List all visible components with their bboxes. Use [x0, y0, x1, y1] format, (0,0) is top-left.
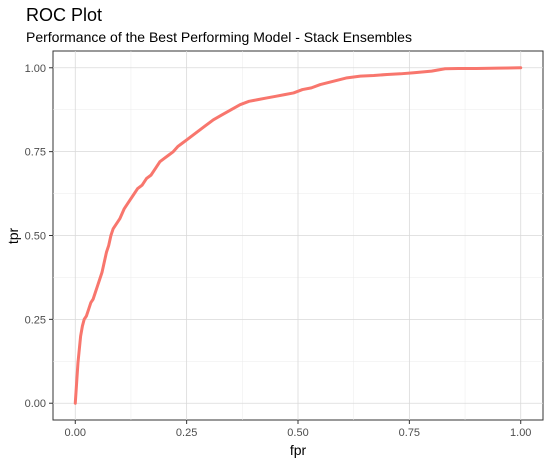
y-axis-title: tpr: [5, 227, 21, 244]
x-tick-label: 0.75: [399, 427, 420, 439]
x-axis-title: fpr: [290, 442, 307, 458]
x-tick-label: 1.00: [510, 427, 531, 439]
x-tick-label: 0.25: [176, 427, 197, 439]
grid-major: [53, 51, 543, 420]
y-tick-label: 1.00: [25, 63, 46, 75]
x-tick-label: 0.50: [287, 427, 308, 439]
y-tick-label: 0.25: [25, 314, 46, 326]
chart-title: ROC Plot: [26, 5, 103, 25]
series-layer: [73, 66, 523, 405]
x-tick-label: 0.00: [65, 427, 86, 439]
y-tick-label: 0.00: [25, 398, 46, 410]
chart-subtitle: Performance of the Best Performing Model…: [26, 29, 412, 45]
y-axis-ticks: 0.00 0.25 0.50 0.75 1.00: [25, 63, 53, 410]
y-tick-label: 0.50: [25, 231, 46, 243]
roc-curve-line: [73, 66, 523, 405]
x-axis-ticks: 0.00 0.25 0.50 0.75 1.00: [65, 420, 531, 439]
y-tick-label: 0.75: [25, 147, 46, 159]
